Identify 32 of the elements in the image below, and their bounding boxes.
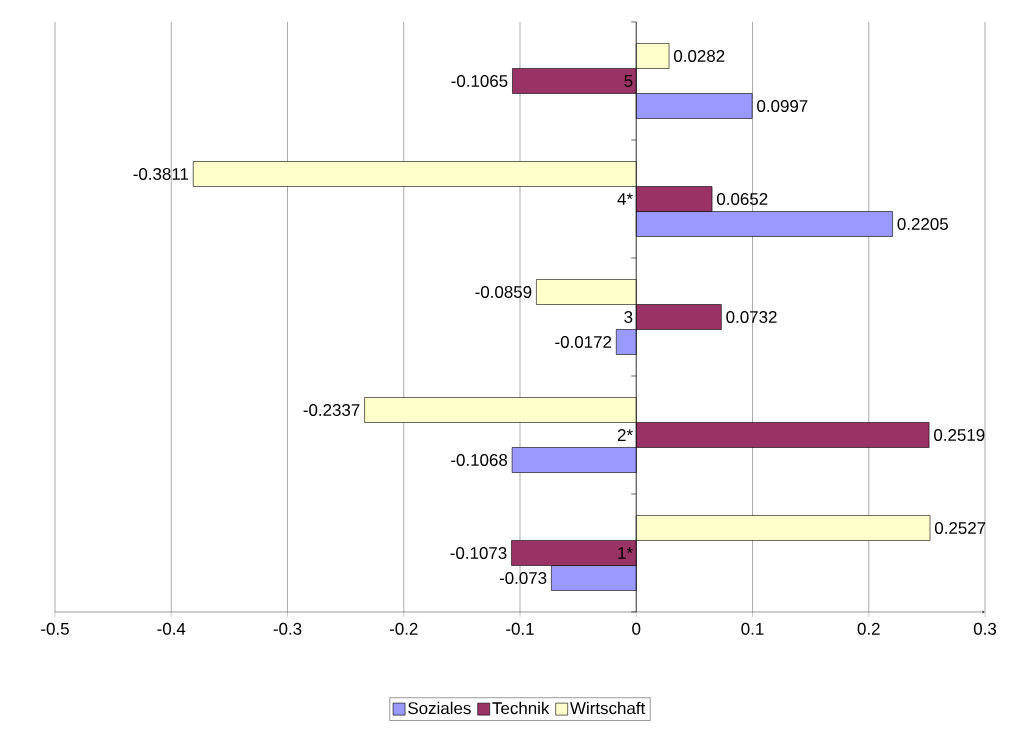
y-tick-label: 5	[624, 75, 633, 87]
data-label: 0.2527	[934, 521, 986, 534]
data-label: -0.1065	[451, 74, 508, 87]
y-tick-label: 2*	[617, 429, 633, 441]
data-label: -0.1068	[451, 453, 508, 466]
y-tick-label: 1*	[618, 547, 633, 559]
y-tick-label: 3	[624, 310, 633, 323]
x-tick-label: 0.3	[973, 622, 997, 635]
data-label: -0.073	[499, 571, 547, 584]
x-tick-label: -0.1	[506, 622, 534, 635]
data-label: 0.2205	[897, 217, 948, 230]
x-tick-label: 0.1	[741, 622, 764, 635]
data-label: 0.2519	[934, 428, 985, 441]
data-label: 0.0997	[757, 99, 808, 112]
x-tick-label: -0.5	[41, 622, 69, 635]
y-tick-label: 4*	[617, 193, 633, 205]
x-tick-label: -0.3	[273, 622, 302, 635]
data-label: -0.1073	[450, 546, 507, 559]
x-tick-label: 0.2	[857, 622, 880, 635]
x-tick-label: 0	[632, 622, 641, 635]
data-label: -0.0172	[555, 335, 612, 348]
data-label: 0.0652	[717, 192, 768, 205]
data-label: -0.0859	[475, 285, 532, 298]
data-label: -0.3811	[133, 167, 189, 180]
legend-label: Technik	[492, 701, 550, 715]
data-label: 0.0732	[726, 310, 777, 323]
x-tick-label: -0.2	[389, 622, 418, 635]
data-label: 0.0282	[674, 49, 725, 62]
legend-label: Soziales	[408, 701, 471, 715]
legend-label: Wirtschaft	[570, 701, 646, 715]
data-label: -0.2337	[303, 403, 360, 416]
x-tick-label: -0.4	[157, 622, 186, 635]
